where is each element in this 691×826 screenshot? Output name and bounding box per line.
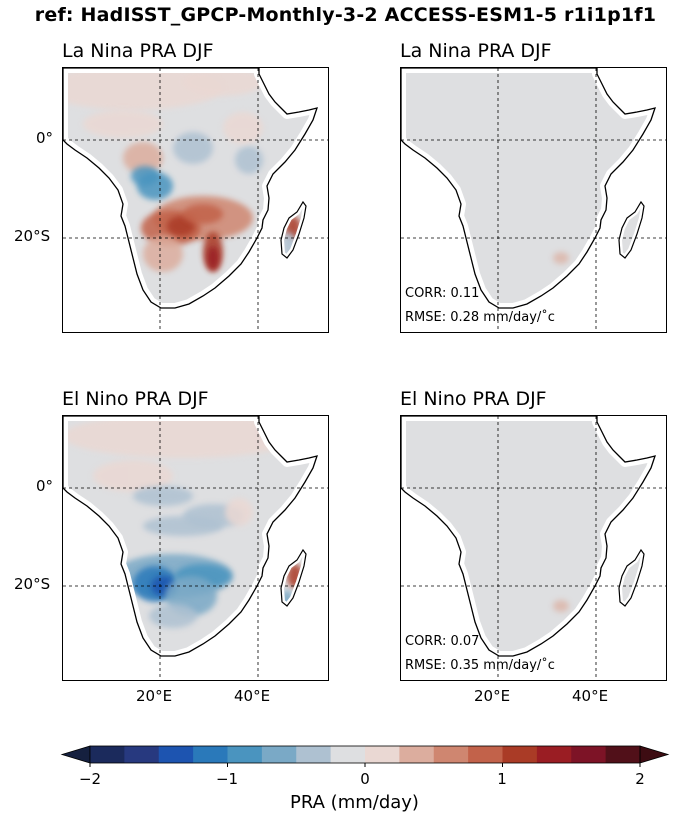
- anomaly-contour: [167, 216, 195, 236]
- colorbar-tick: 1: [497, 770, 507, 788]
- anomaly-contour: [149, 604, 197, 628]
- colorbar-tick: 0: [360, 770, 370, 788]
- anomaly-contour: [225, 498, 253, 526]
- land-fill: [401, 68, 655, 308]
- colorbar-extend-high: [639, 745, 670, 764]
- colorbar-segment: [124, 746, 160, 763]
- colorbar-segment: [227, 746, 263, 763]
- anomaly-contour: [553, 600, 569, 612]
- colorbar-segment: [158, 746, 194, 763]
- panel-title-elnino-ref: El Nino PRA DJF: [62, 388, 209, 410]
- colorbar-frame: [89, 745, 641, 764]
- colorbar-segment: [433, 746, 469, 763]
- lat-tick-20s: 20°S: [14, 227, 51, 245]
- panel-title-lanina-ref: La Nina PRA DJF: [62, 40, 214, 62]
- anomaly-contour: [83, 110, 163, 138]
- colorbar-segment: [296, 746, 332, 763]
- map-svg-elnino-model: [401, 416, 666, 680]
- colorbar-segment: [330, 746, 366, 763]
- coastline: [63, 68, 318, 309]
- colorbar-label: PRA (mm/day): [290, 792, 419, 813]
- anomaly-contour: [235, 146, 263, 174]
- anomaly-contour: [183, 204, 223, 224]
- map-panel-lanina-ref: [62, 67, 329, 333]
- map-panel-lanina-model: CORR: 0.11 RMSE: 0.28 mm/day/˚c: [400, 67, 667, 333]
- anomaly-contour: [133, 486, 193, 506]
- rmse-label: RMSE: 0.35 mm/day/˚c: [405, 658, 555, 673]
- anomaly-contour: [123, 142, 163, 174]
- map-svg-lanina-model: [401, 68, 666, 332]
- land-fill: [619, 550, 644, 606]
- map-panel-elnino-model: CORR: 0.07 RMSE: 0.35 mm/day/˚c: [400, 415, 667, 681]
- map-svg-lanina-ref: [63, 68, 328, 332]
- land-fill: [619, 202, 644, 258]
- colorbar-extend-low: [60, 745, 91, 764]
- corr-label: CORR: 0.07: [405, 634, 480, 649]
- colorbar-segment: [399, 746, 435, 763]
- rmse-label: RMSE: 0.28 mm/day/˚c: [405, 310, 555, 325]
- anomaly-contour: [223, 112, 263, 144]
- anomaly-contour: [183, 68, 263, 96]
- colorbar-segment: [261, 746, 297, 763]
- colorbar-segment: [90, 746, 125, 763]
- colorbar-segment: [502, 746, 538, 763]
- anomaly-contour: [207, 246, 219, 270]
- coastline: [401, 68, 656, 309]
- anomaly-contour: [143, 236, 183, 272]
- land-fill: [401, 416, 655, 656]
- colorbar-tick: −2: [78, 770, 102, 788]
- anomaly-contour: [93, 460, 173, 492]
- anomaly-contour: [553, 252, 569, 264]
- figure-title: ref: HadISST_GPCP-Monthly-3-2 ACCESS-ESM…: [34, 4, 657, 26]
- lat-tick-20s: 20°S: [14, 575, 51, 593]
- anomaly-contour: [63, 416, 303, 458]
- anomaly-contour: [63, 68, 223, 110]
- colorbar-segment: [193, 746, 228, 763]
- anomaly-contour: [173, 132, 213, 164]
- anomaly-contour: [131, 166, 159, 186]
- map-svg-elnino-ref: [63, 416, 328, 680]
- coastline: [63, 416, 318, 657]
- colorbar-segment: [571, 746, 607, 763]
- lon-tick-40e: 40°E: [572, 687, 609, 705]
- map-panel-elnino-ref: [62, 415, 329, 681]
- colorbar-tick: 2: [635, 770, 645, 788]
- lat-tick-0: 0°: [36, 477, 54, 495]
- lat-tick-0: 0°: [36, 129, 54, 147]
- colorbar-tick: −1: [215, 770, 239, 788]
- anomaly-contour: [143, 516, 223, 536]
- corr-label: CORR: 0.11: [405, 286, 480, 301]
- coastline: [401, 416, 656, 657]
- lon-tick-20e: 20°E: [474, 687, 511, 705]
- colorbar-segment: [468, 746, 503, 763]
- panel-title-lanina-model: La Nina PRA DJF: [400, 40, 552, 62]
- lon-tick-20e: 20°E: [136, 687, 173, 705]
- colorbar-segment: [365, 746, 400, 763]
- colorbar-segment: [536, 746, 572, 763]
- lon-tick-40e: 40°E: [234, 687, 271, 705]
- colorbar-segment: [605, 746, 641, 763]
- panel-title-elnino-model: El Nino PRA DJF: [400, 388, 547, 410]
